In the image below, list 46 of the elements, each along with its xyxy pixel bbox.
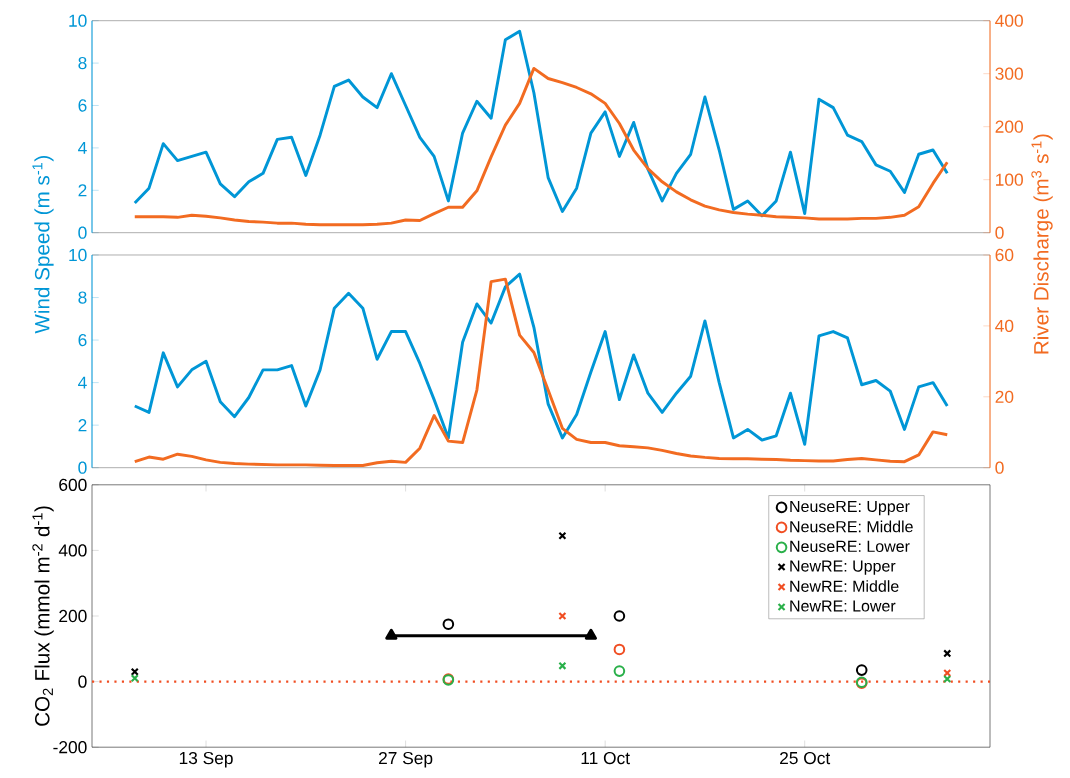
x-tick-label: 25 Oct [780, 751, 831, 765]
y2-tick-label: 0 [995, 461, 1004, 474]
point [613, 643, 626, 656]
legend-label: NeuseRE: Upper [790, 500, 910, 516]
y2-tick-label: 0 [995, 226, 1004, 239]
y-tick-label: 400 [58, 544, 87, 557]
y-tick-label: 600 [59, 478, 87, 491]
y-tick-label: -200 [53, 741, 87, 754]
legend-label: NewRE: Middle [790, 580, 899, 592]
y-tick-label: 4 [78, 376, 87, 389]
y-tick-label: 0 [78, 675, 87, 688]
point [442, 618, 455, 631]
y-tick-label: 10 [69, 248, 87, 262]
y-tick-label: 6 [78, 99, 87, 112]
y-axis-title: CO$_{2}$ Flux (mmol m$^{-2}$ d$^{-1}$) [32, 506, 54, 726]
y-tick-label: 0 [78, 226, 87, 239]
y2-tick-label: 40 [995, 319, 1014, 333]
legend-label: NewRE: Upper [790, 560, 896, 575]
y2-tick-label: 200 [995, 120, 1023, 133]
y-tick-label: 10 [69, 14, 87, 27]
legend-label: NewRE: Lower [790, 600, 896, 612]
y-tick-label: 2 [78, 184, 87, 197]
x-tick-label: 27 Sep [379, 751, 433, 768]
y-axis-title: Wind Speed (m s$^{-1}$) [32, 156, 54, 334]
x-tick-label: 11 Oct [581, 751, 630, 765]
legend-label: NeuseRE: Middle [790, 520, 913, 533]
y-tick-label: 200 [59, 609, 87, 623]
point [613, 665, 626, 677]
y-tick-label: 0 [78, 461, 87, 474]
point [855, 664, 868, 676]
point [613, 610, 626, 622]
x-tick-label: 13 Sep [179, 751, 233, 768]
legend-label: NeuseRE: Lower [790, 540, 910, 552]
y-tick-label: 2 [78, 419, 87, 432]
y2-tick-label: 60 [995, 248, 1014, 262]
y-tick-label: 8 [78, 291, 87, 304]
y2-tick-label: 400 [995, 14, 1023, 27]
point [130, 667, 139, 676]
y-tick-label: 8 [78, 56, 87, 70]
y-tick-label: 6 [78, 333, 87, 347]
y-tick-label: 4 [78, 141, 87, 154]
line-series [133, 29, 949, 218]
y2-axis-title: River Discharge (m$^{3}$ s$^{-1}$) [1031, 134, 1053, 354]
y2-tick-label: 300 [995, 67, 1023, 80]
y2-tick-label: 100 [996, 173, 1023, 186]
y2-tick-label: 20 [995, 390, 1014, 403]
